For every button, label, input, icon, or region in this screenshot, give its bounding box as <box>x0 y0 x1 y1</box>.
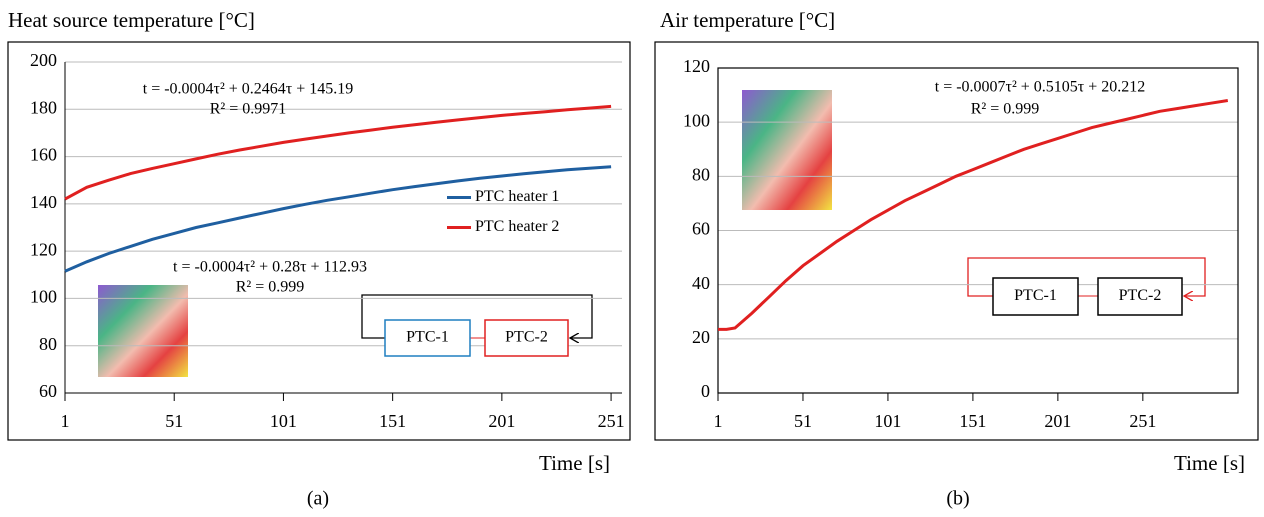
schematic-box <box>484 319 569 357</box>
y-tick-label: 100 <box>30 287 57 307</box>
annotation: t = -0.0004τ² + 0.2464τ + 145.19 <box>143 81 354 98</box>
x-tick-label: 251 <box>1129 411 1156 431</box>
x-tick-label: 1 <box>714 411 723 431</box>
schematic-label: PTC-2 <box>505 329 548 346</box>
y-tick-label: 160 <box>30 145 57 165</box>
x-tick-label: 1 <box>61 411 70 431</box>
legend-label: PTC heater 1 <box>475 188 559 205</box>
thermal-image <box>742 90 832 210</box>
loop-arrow <box>967 257 1206 296</box>
x-tick-label: 201 <box>1044 411 1071 431</box>
x-tick-label: 151 <box>959 411 986 431</box>
x-tick-label: 251 <box>598 411 625 431</box>
schematic-label: PTC-1 <box>406 329 449 346</box>
thermal-image <box>98 285 188 377</box>
data-line <box>64 165 612 273</box>
y-tick-label: 80 <box>692 164 710 184</box>
x-tick-label: 51 <box>165 411 183 431</box>
y-tick-label: 120 <box>30 239 57 259</box>
y-tick-label: 100 <box>683 110 710 130</box>
data-line <box>64 104 612 201</box>
annotation: R² = 0.999 <box>971 101 1040 118</box>
x-axis-label: Time [s] <box>539 451 610 475</box>
data-line <box>718 99 1229 331</box>
loop-arrow <box>361 294 593 338</box>
panel-frame <box>7 41 631 441</box>
x-tick-label: 151 <box>379 411 406 431</box>
annotation: t = -0.0004τ² + 0.28τ + 112.93 <box>173 259 367 276</box>
annotation: R² = 0.999 <box>236 279 305 296</box>
y-tick-label: 60 <box>39 381 57 401</box>
x-tick-label: 51 <box>794 411 812 431</box>
y-tick-label: 80 <box>39 334 57 354</box>
schematic-label: PTC-1 <box>1014 287 1057 304</box>
schematic-box <box>384 319 471 357</box>
schematic-label: PTC-2 <box>1119 287 1162 304</box>
y-tick-label: 140 <box>30 192 57 212</box>
chart-title: Heat source temperature [°C] <box>8 8 255 32</box>
panel-label: (a) <box>307 488 329 510</box>
legend-label: PTC heater 2 <box>475 218 559 235</box>
x-tick-label: 201 <box>488 411 515 431</box>
y-tick-label: 120 <box>683 56 710 76</box>
x-axis-label: Time [s] <box>1174 451 1245 475</box>
y-tick-label: 20 <box>692 327 710 347</box>
annotation: t = -0.0007τ² + 0.5105τ + 20.212 <box>935 79 1146 96</box>
chart-title: Air temperature [°C] <box>660 8 835 32</box>
plot-frame <box>717 67 1239 394</box>
y-tick-label: 60 <box>692 219 710 239</box>
y-tick-label: 180 <box>30 97 57 117</box>
panel-label: (b) <box>946 488 969 510</box>
annotation: R² = 0.9971 <box>210 101 287 118</box>
y-tick-label: 200 <box>30 50 57 70</box>
schematic-box <box>1097 277 1183 316</box>
schematic-box <box>992 277 1079 316</box>
x-tick-label: 101 <box>874 411 901 431</box>
y-tick-label: 40 <box>692 273 710 293</box>
panel-frame <box>654 41 1259 441</box>
y-tick-label: 0 <box>701 381 710 401</box>
x-tick-label: 101 <box>270 411 297 431</box>
